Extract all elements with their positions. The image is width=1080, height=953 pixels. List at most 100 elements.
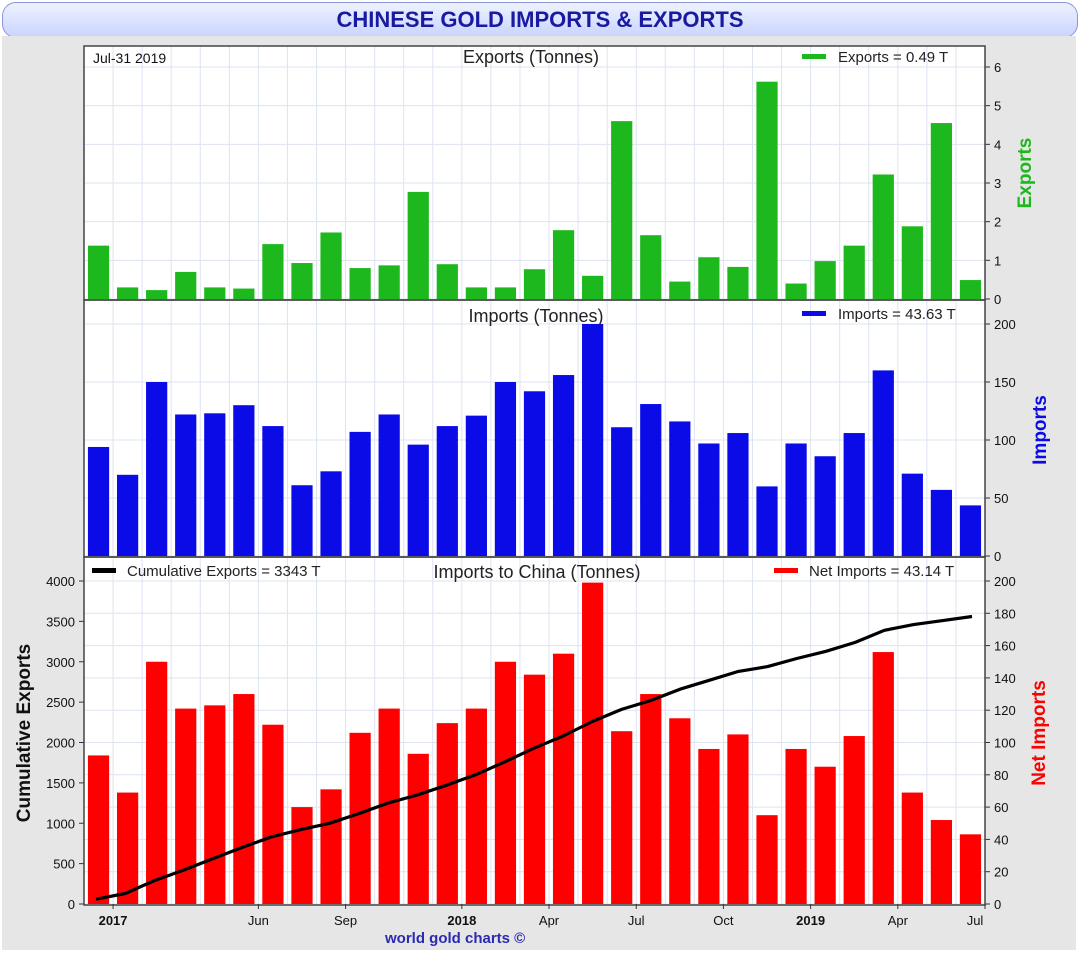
imports-axis-title: Imports — [1030, 395, 1051, 465]
cumulative-exports-line — [95, 614, 973, 901]
cum-legend-label: Cumulative Exports = 3343 T — [127, 563, 321, 580]
net-title: Imports to China (Tonnes) — [433, 562, 640, 582]
net-imports-bar-9 — [349, 732, 371, 904]
net-imports-bar-0 — [87, 755, 110, 904]
exports-bar-10 — [378, 265, 400, 299]
exports-bar-9 — [349, 268, 371, 299]
x-tick-label: Jun — [248, 913, 269, 928]
net-y2tick-label: 120 — [994, 703, 1016, 718]
net-imports-bar-29 — [930, 820, 953, 904]
imports-bar-8 — [320, 471, 342, 556]
x-tick-label: Oct — [713, 913, 734, 928]
exports-bar-6 — [262, 244, 284, 299]
exports-bar-11 — [407, 191, 429, 299]
exports-legend-label: Exports = 0.49 T — [838, 49, 948, 66]
net-imports-bar-13 — [465, 708, 487, 904]
imports-bar-1 — [116, 474, 139, 556]
imports-bar-21 — [698, 443, 720, 556]
imports-bar-30 — [959, 505, 982, 556]
imports-bar-18 — [611, 427, 633, 556]
net-imports-bar-8 — [320, 789, 342, 904]
x-tick-label: 2019 — [796, 913, 825, 928]
cum-ytick-label: 3000 — [46, 655, 75, 670]
x-tick-label: Sep — [334, 913, 357, 928]
net-imports-bar-24 — [785, 748, 807, 904]
cum-ytick-label: 0 — [68, 897, 75, 912]
exports-ytick-label: 3 — [994, 176, 1001, 191]
cum-ytick-label: 500 — [53, 857, 75, 872]
imports-bar-25 — [814, 456, 836, 556]
imports-ytick-label: 200 — [994, 317, 1016, 332]
x-tick-label: 2018 — [447, 913, 476, 928]
exports-bar-8 — [320, 232, 342, 299]
imports-bar-3 — [175, 414, 197, 556]
net-imports-bar-26 — [843, 736, 865, 904]
plot-area-exports — [84, 46, 985, 300]
exports-legend-swatch — [802, 54, 826, 59]
imports-bar-4 — [204, 413, 226, 556]
net-imports-bar-14 — [494, 661, 517, 904]
net-imports-bar-21 — [698, 748, 720, 904]
exports-bar-7 — [291, 263, 313, 299]
exports-bar-1 — [116, 287, 139, 299]
net-y2tick-label: 200 — [994, 574, 1016, 589]
net-imports-bar-1 — [116, 792, 139, 904]
exports-ytick-label: 1 — [994, 253, 1001, 268]
net-y2tick-label: 0 — [994, 897, 1001, 912]
x-tick-label: Jul — [628, 913, 645, 928]
net-y2tick-label: 180 — [994, 606, 1016, 621]
date-label: Jul-31 2019 — [93, 50, 166, 66]
x-tick-label: Apr — [888, 913, 909, 928]
imports-ytick-label: 50 — [994, 491, 1008, 506]
imports-bar-23 — [756, 486, 778, 556]
exports-bar-0 — [87, 245, 110, 299]
imports-bar-0 — [87, 446, 110, 556]
net-y2tick-label: 80 — [994, 768, 1008, 783]
plot-frame-net — [83, 556, 986, 906]
page-title: CHINESE GOLD IMPORTS & EXPORTS — [2, 2, 1078, 38]
net-legend-label: Net Imports = 43.14 T — [809, 563, 954, 580]
cum-ytick-label: 1500 — [46, 776, 75, 791]
net-imports-bar-10 — [378, 708, 400, 904]
net-imports-bar-5 — [233, 694, 255, 904]
net-imports-bar-2 — [146, 661, 168, 904]
imports-bar-22 — [727, 433, 749, 556]
imports-legend-label: Imports = 43.63 T — [838, 306, 956, 323]
net-imports-bar-28 — [901, 792, 923, 904]
exports-bar-13 — [465, 287, 487, 299]
net-y2tick-label: 20 — [994, 865, 1008, 880]
net-imports-bar-15 — [523, 674, 546, 904]
exports-bar-12 — [436, 264, 458, 299]
exports-title: Exports (Tonnes) — [463, 47, 599, 67]
net-y2tick-label: 140 — [994, 671, 1016, 686]
imports-ytick-label: 100 — [994, 433, 1016, 448]
net-y2tick-label: 60 — [994, 800, 1008, 815]
exports-bar-2 — [146, 290, 168, 299]
exports-bar-22 — [727, 266, 749, 299]
net-imports-bar-7 — [291, 807, 313, 904]
exports-bar-24 — [785, 283, 807, 299]
imports-bar-28 — [901, 473, 923, 556]
net-imports-bar-27 — [872, 652, 894, 904]
net-axis-title: Net Imports — [1029, 680, 1050, 786]
exports-bar-26 — [843, 245, 865, 299]
x-tick-label: 2017 — [99, 913, 128, 928]
imports-bar-10 — [378, 414, 400, 556]
net-imports-bar-18 — [611, 731, 633, 904]
net-imports-bar-3 — [175, 708, 197, 904]
exports-bar-20 — [669, 281, 691, 299]
imports-bar-29 — [930, 489, 953, 556]
net-imports-bar-23 — [756, 815, 778, 904]
imports-bar-11 — [407, 444, 429, 556]
exports-ytick-label: 6 — [994, 60, 1001, 75]
x-tick-label: Jul — [967, 913, 984, 928]
imports-bar-26 — [843, 433, 865, 556]
imports-ytick-label: 150 — [994, 375, 1016, 390]
imports-bar-16 — [552, 375, 575, 556]
net-imports-bar-16 — [552, 653, 575, 904]
net-y2tick-label: 100 — [994, 736, 1016, 751]
exports-bar-14 — [494, 287, 517, 299]
exports-bar-23 — [756, 81, 778, 300]
imports-bar-9 — [349, 431, 371, 556]
